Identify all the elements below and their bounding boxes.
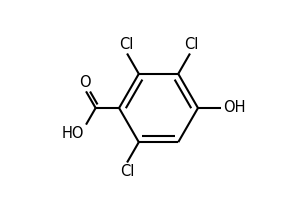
Text: O: O: [79, 75, 91, 90]
Text: Cl: Cl: [184, 37, 198, 52]
Text: Cl: Cl: [120, 164, 134, 179]
Text: HO: HO: [61, 126, 84, 141]
Text: OH: OH: [224, 100, 246, 116]
Text: Cl: Cl: [119, 37, 133, 52]
